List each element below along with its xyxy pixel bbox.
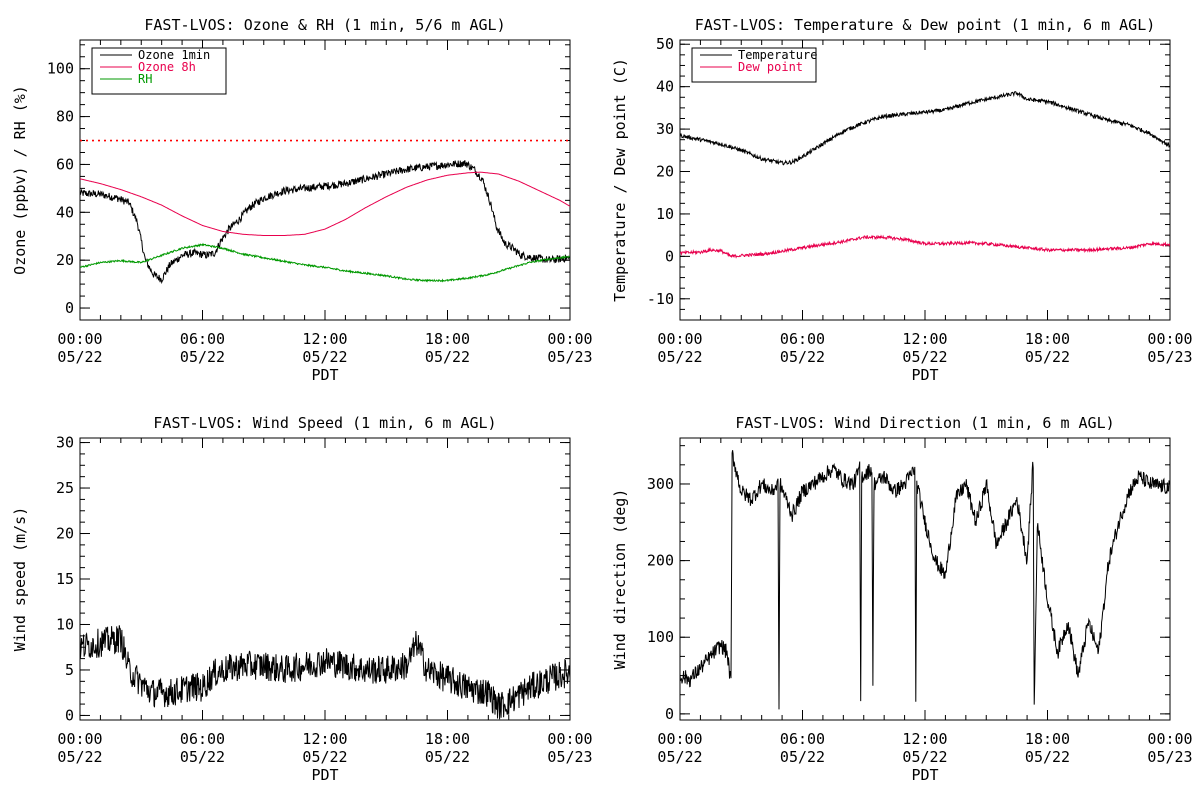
x-tick-time: 00:00	[547, 730, 592, 748]
x-tick-time: 06:00	[180, 330, 225, 348]
x-tick-date: 05/22	[180, 348, 225, 366]
y-tick-label: 100	[647, 628, 674, 646]
x-tick-date: 05/22	[902, 748, 947, 766]
series-line-ozone-1min	[80, 160, 570, 285]
x-tick-time: 00:00	[57, 330, 102, 348]
y-axis-label: Ozone (ppbv) / RH (%)	[11, 85, 29, 275]
x-tick-time: 00:00	[657, 330, 702, 348]
series-line-ozone-8h	[80, 171, 570, 236]
y-tick-label: 10	[656, 205, 674, 223]
x-tick-date: 05/22	[1025, 748, 1070, 766]
series-line-wdir	[680, 450, 1170, 710]
y-tick-label: 0	[65, 706, 74, 724]
plot-frame	[79, 437, 571, 721]
x-axis-label: PDT	[311, 366, 338, 384]
y-tick-label: 0	[665, 705, 674, 723]
x-tick-date: 05/22	[1025, 348, 1070, 366]
x-tick-time: 00:00	[1147, 330, 1192, 348]
x-tick-time: 12:00	[902, 330, 947, 348]
x-tick-time: 18:00	[1025, 330, 1070, 348]
x-tick-time: 12:00	[902, 730, 947, 748]
x-tick-time: 18:00	[1025, 730, 1070, 748]
y-tick-label: 15	[56, 570, 74, 588]
x-tick-time: 00:00	[657, 730, 702, 748]
y-tick-label: 20	[56, 525, 74, 543]
y-tick-label: 10	[56, 615, 74, 633]
x-tick-date: 05/22	[57, 748, 102, 766]
x-axis-label: PDT	[911, 366, 938, 384]
legend-entry: Temperature	[738, 48, 817, 62]
y-tick-label: 5	[65, 661, 74, 679]
x-tick-date: 05/22	[57, 348, 102, 366]
y-tick-label: 300	[647, 475, 674, 493]
y-tick-label: 20	[56, 251, 74, 269]
chart-title: FAST-LVOS: Wind Direction (1 min, 6 m AG…	[735, 414, 1114, 432]
panel-ozone: FAST-LVOS: Ozone & RH (1 min, 5/6 m AGL)…	[11, 16, 593, 384]
y-axis-label: Wind direction (deg)	[611, 489, 629, 670]
x-tick-time: 12:00	[302, 730, 347, 748]
chart-title: FAST-LVOS: Temperature & Dew point (1 mi…	[695, 16, 1156, 34]
x-tick-date: 05/23	[1147, 348, 1192, 366]
x-tick-time: 00:00	[1147, 730, 1192, 748]
y-axis-label: Temperature / Dew point (C)	[611, 58, 629, 302]
x-tick-date: 05/22	[302, 348, 347, 366]
x-tick-date: 05/22	[780, 748, 825, 766]
legend-box	[691, 47, 817, 83]
y-tick-label: 30	[656, 120, 674, 138]
series-line-dew-point	[680, 234, 1170, 259]
x-tick-date: 05/22	[657, 348, 702, 366]
plot-frame	[679, 437, 1171, 721]
legend-box	[91, 47, 227, 95]
panel-wspd: FAST-LVOS: Wind Speed (1 min, 6 m AGL)05…	[11, 414, 593, 784]
legend-entry: Ozone 8h	[138, 60, 196, 74]
y-tick-label: 40	[656, 78, 674, 96]
x-tick-date: 05/22	[180, 748, 225, 766]
y-tick-label: 100	[47, 60, 74, 78]
x-tick-date: 05/23	[547, 348, 592, 366]
x-tick-time: 06:00	[180, 730, 225, 748]
legend-entry: Ozone 1min	[138, 48, 210, 62]
legend-entry: RH	[138, 72, 152, 86]
chart-title: FAST-LVOS: Wind Speed (1 min, 6 m AGL)	[153, 414, 496, 432]
y-tick-label: 25	[56, 479, 74, 497]
y-tick-label: 30	[56, 434, 74, 452]
y-tick-label: 200	[647, 552, 674, 570]
y-tick-label: 80	[56, 108, 74, 126]
y-tick-label: 20	[656, 163, 674, 181]
legend-entry: Dew point	[738, 60, 803, 74]
x-tick-time: 06:00	[780, 330, 825, 348]
series-line-wspd	[80, 625, 570, 720]
chart-title: FAST-LVOS: Ozone & RH (1 min, 5/6 m AGL)	[144, 16, 505, 34]
y-axis-label: Wind speed (m/s)	[11, 507, 29, 652]
y-tick-label: 40	[56, 203, 74, 221]
x-tick-date: 05/22	[902, 348, 947, 366]
series-line-rh	[80, 242, 570, 283]
y-tick-label: 60	[56, 155, 74, 173]
x-tick-date: 05/22	[425, 348, 470, 366]
x-tick-date: 05/22	[780, 348, 825, 366]
series-line-temperature	[680, 91, 1170, 166]
x-tick-time: 06:00	[780, 730, 825, 748]
x-tick-date: 05/23	[1147, 748, 1192, 766]
x-axis-label: PDT	[311, 766, 338, 784]
x-tick-date: 05/23	[547, 748, 592, 766]
y-tick-label: 0	[665, 247, 674, 265]
x-axis-label: PDT	[911, 766, 938, 784]
x-tick-time: 18:00	[425, 330, 470, 348]
x-tick-time: 00:00	[57, 730, 102, 748]
x-tick-time: 00:00	[547, 330, 592, 348]
x-tick-time: 12:00	[302, 330, 347, 348]
y-tick-label: 0	[65, 299, 74, 317]
x-tick-date: 05/22	[657, 748, 702, 766]
x-tick-date: 05/22	[425, 748, 470, 766]
x-tick-date: 05/22	[302, 748, 347, 766]
x-tick-time: 18:00	[425, 730, 470, 748]
y-tick-label: -10	[647, 290, 674, 308]
panel-wdir: FAST-LVOS: Wind Direction (1 min, 6 m AG…	[611, 414, 1193, 784]
y-tick-label: 50	[656, 35, 674, 53]
panel-temp: FAST-LVOS: Temperature & Dew point (1 mi…	[611, 16, 1193, 384]
